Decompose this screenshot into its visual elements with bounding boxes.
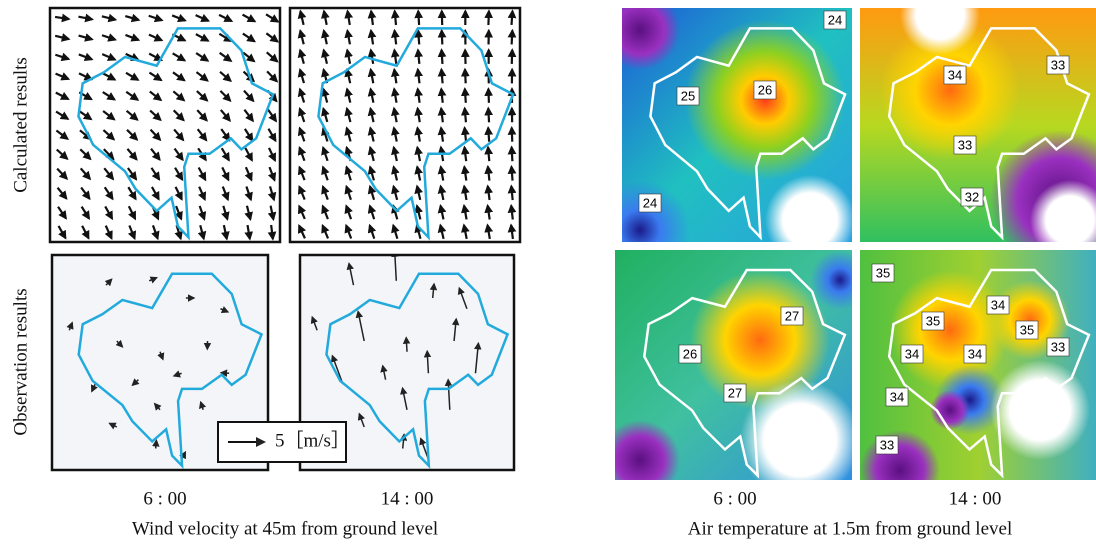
wind-arrow bbox=[406, 338, 407, 352]
temp-label: 34 bbox=[991, 297, 1005, 312]
temp-label: 34 bbox=[968, 346, 982, 361]
wind-arrow bbox=[488, 108, 489, 122]
wind-arrow bbox=[511, 186, 512, 200]
wind-arrow bbox=[395, 11, 396, 25]
temp-field bbox=[600, 420, 680, 500]
wind-arrow bbox=[488, 11, 489, 25]
wind-arrow bbox=[442, 30, 443, 44]
map-panel bbox=[290, 8, 520, 242]
wind-arrow bbox=[418, 30, 419, 44]
wind-arrow bbox=[511, 206, 513, 220]
scale-label: 5［m/s］ bbox=[275, 429, 350, 451]
temp-field bbox=[685, 20, 845, 180]
wind-arrow bbox=[441, 69, 442, 83]
temp-label: 33 bbox=[958, 137, 972, 152]
row-label: Observation results bbox=[10, 288, 31, 435]
wind-arrow bbox=[512, 147, 513, 161]
temp-label: 34 bbox=[948, 67, 962, 82]
temp-label: 33 bbox=[880, 437, 894, 452]
temp-label: 34 bbox=[890, 389, 904, 404]
wind-arrow bbox=[488, 128, 489, 142]
wind-arrow bbox=[465, 128, 466, 142]
map-panel bbox=[50, 8, 280, 242]
temp-label: 27 bbox=[728, 385, 742, 400]
map-bg bbox=[50, 8, 280, 242]
temp-field bbox=[740, 380, 860, 500]
wind-arrow bbox=[512, 30, 513, 44]
wind-arrow bbox=[488, 147, 489, 161]
page: Calculated results Observation results 6… bbox=[0, 0, 1096, 547]
wind-arrow bbox=[441, 89, 442, 103]
temp-field bbox=[990, 360, 1090, 460]
map-bg bbox=[290, 8, 520, 242]
map-panel bbox=[860, 0, 1096, 270]
wind-arrow bbox=[442, 50, 443, 64]
temp-label: 32 bbox=[965, 189, 979, 204]
wind-arrow bbox=[512, 128, 513, 142]
temp-label: 35 bbox=[876, 265, 890, 280]
temp-label: 27 bbox=[785, 308, 799, 323]
map-panel bbox=[600, 250, 870, 500]
time-label: 6 : 00 bbox=[713, 488, 756, 509]
figure: Calculated results Observation results 6… bbox=[0, 0, 1096, 547]
wind-arrow bbox=[488, 167, 490, 181]
temp-label: 24 bbox=[643, 195, 657, 210]
temp-label: 35 bbox=[926, 313, 940, 328]
temp-label: 24 bbox=[828, 12, 842, 27]
time-label: 14 : 00 bbox=[949, 488, 1002, 509]
caption: Wind velocity at 45m from ground level bbox=[132, 518, 438, 539]
temp-label: 33 bbox=[1051, 339, 1065, 354]
temp-label: 26 bbox=[683, 346, 697, 361]
wind-arrow bbox=[156, 441, 157, 449]
time-label: 6 : 00 bbox=[143, 488, 186, 509]
wind-arrow bbox=[465, 69, 466, 83]
temp-label: 26 bbox=[758, 82, 772, 97]
wind-arrow bbox=[465, 108, 466, 122]
wind-arrow bbox=[418, 50, 419, 64]
map-panel bbox=[590, 0, 855, 280]
temp-label: 35 bbox=[1020, 322, 1034, 337]
row-label: Calculated results bbox=[10, 57, 31, 193]
wind-arrow bbox=[465, 89, 466, 103]
wind-arrow bbox=[512, 11, 513, 25]
temp-field bbox=[860, 430, 940, 510]
wind-arrow bbox=[418, 11, 419, 25]
caption: Air temperature at 1.5m from ground leve… bbox=[688, 518, 1012, 539]
temp-label: 34 bbox=[905, 346, 919, 361]
wind-arrow bbox=[511, 167, 512, 181]
time-label: 14 : 00 bbox=[381, 488, 434, 509]
map-panel bbox=[860, 250, 1096, 510]
temp-label: 25 bbox=[681, 88, 695, 103]
temp-label: 33 bbox=[1051, 57, 1065, 72]
